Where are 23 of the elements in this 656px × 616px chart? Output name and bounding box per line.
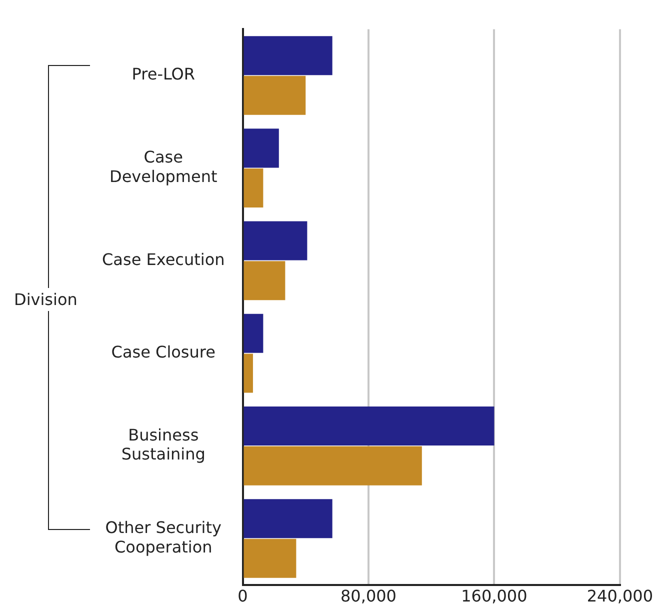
bar (244, 406, 494, 446)
y-tick-label: Business Sustaining (121, 425, 206, 464)
x-tick-label: 0 (238, 586, 248, 606)
x-tick-label: 240,000 (586, 586, 654, 606)
y-axis-title: Division (14, 288, 78, 311)
bar (244, 354, 253, 393)
bar (244, 499, 332, 538)
bar (244, 221, 308, 260)
y-tick-label: Case Execution (102, 250, 225, 269)
x-tick-label: 80,000 (340, 586, 396, 606)
bar (244, 128, 279, 168)
y-tick-label: Case Closure (111, 342, 216, 362)
bar (244, 261, 286, 300)
x-tick-label: 160,000 (461, 586, 528, 606)
bar (244, 168, 264, 208)
bar (244, 76, 306, 115)
bar (244, 314, 264, 353)
bar (244, 446, 422, 486)
y-tick-label: Other Security Cooperation (105, 518, 222, 556)
bar (244, 36, 332, 76)
y-tick-label: Pre-LOR (132, 64, 196, 84)
bar (244, 538, 296, 578)
y-tick-label: Case Development (110, 148, 218, 186)
